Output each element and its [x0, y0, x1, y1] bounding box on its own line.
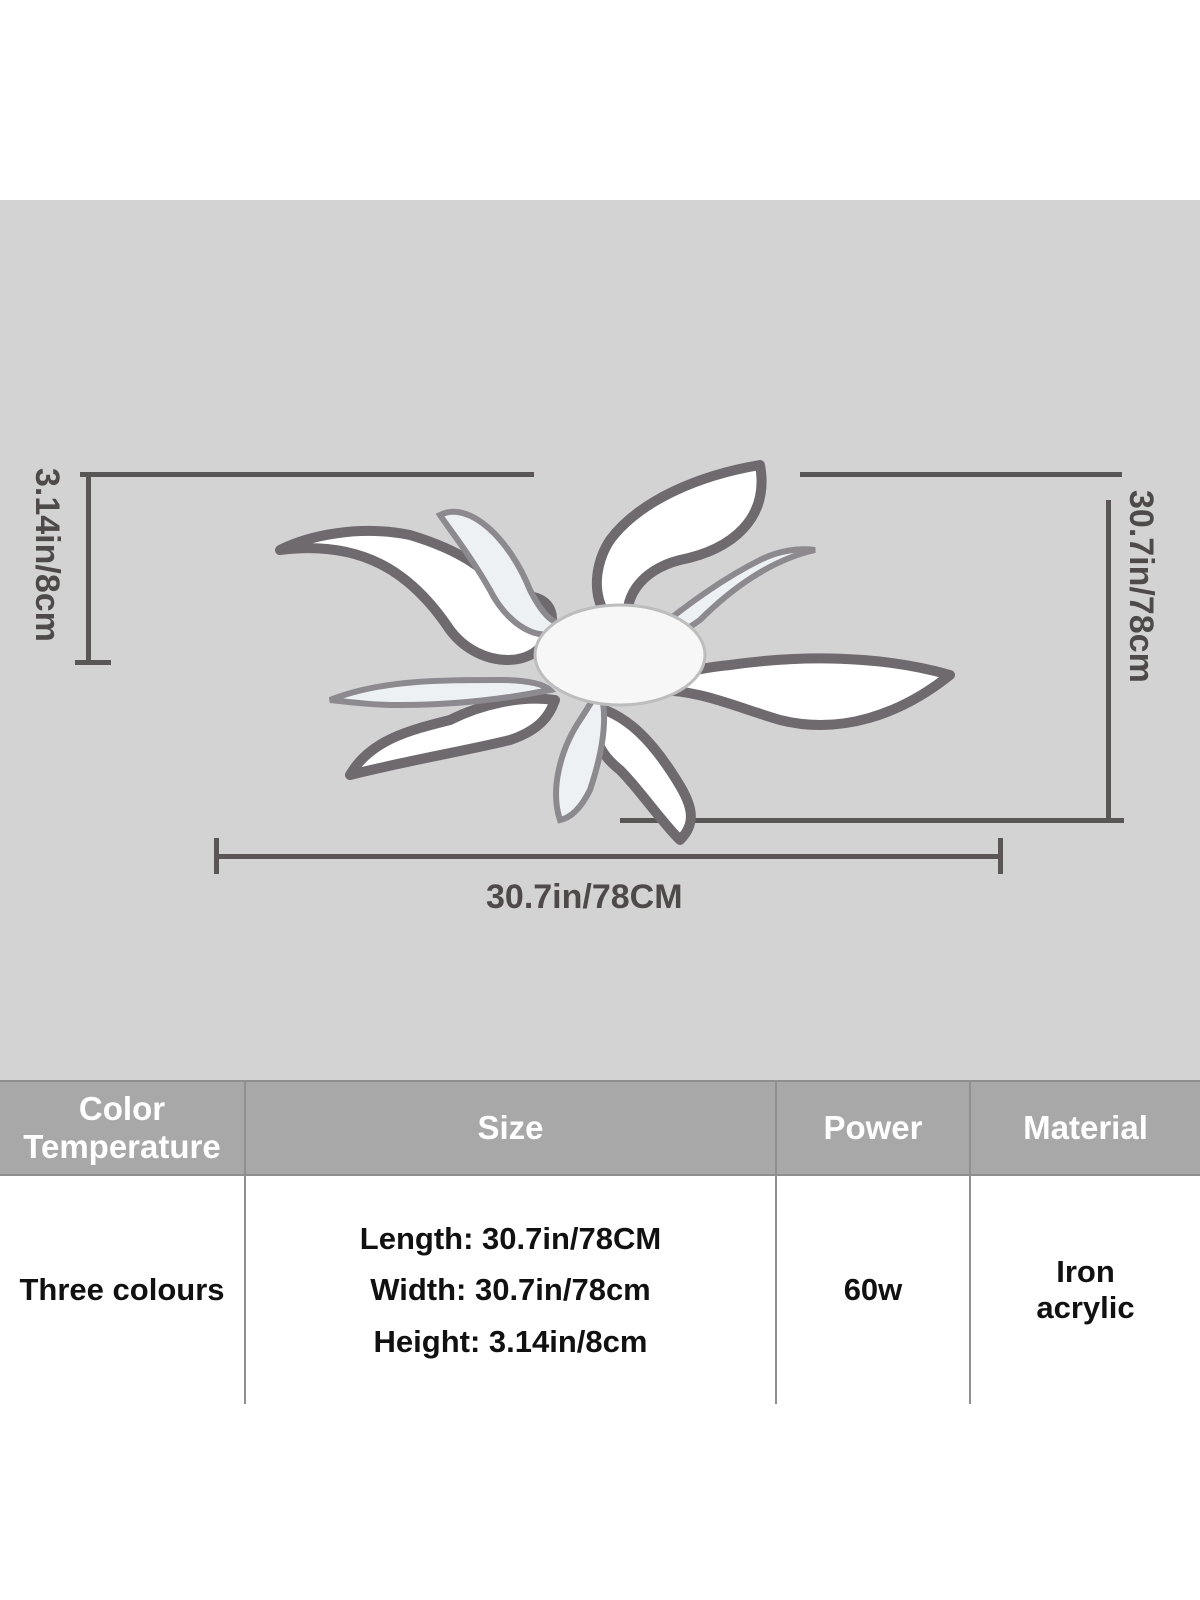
table-header-row: Color Temperature Size Power Material [0, 1080, 1200, 1176]
cell-color-temperature: Three colours [0, 1175, 246, 1404]
lamp-canopy [533, 603, 707, 707]
size-height: Height: 3.14in/8cm [373, 1323, 648, 1359]
material-iron: Iron [1056, 1254, 1115, 1290]
width-dimension-label: 30.7in/78cm [1122, 490, 1160, 683]
header-power: Power [776, 1080, 971, 1176]
height-dimension-bottom-tick [75, 660, 111, 665]
ceiling-lamp-illustration [275, 460, 955, 845]
lamp-petal [275, 526, 557, 665]
cell-size: Length: 30.7in/78CM Width: 30.7in/78cm H… [245, 1175, 777, 1404]
lamp-crystal-petal [553, 684, 608, 824]
length-dimension-line [216, 854, 1002, 859]
width-dimension-top-line [800, 472, 1122, 477]
height-dimension-label: 3.14in/8cm [28, 468, 66, 642]
length-dimension-label: 30.7in/78CM [486, 878, 683, 916]
material-acrylic: acrylic [1036, 1290, 1135, 1325]
lamp-crystal-petal [328, 676, 557, 709]
lamp-petal [591, 705, 696, 845]
header-color-temperature: Color Temperature [0, 1080, 246, 1176]
specification-table: Color Temperature Size Power Material Th… [0, 1080, 1200, 1404]
height-dimension-vertical-line [86, 474, 91, 664]
size-width: Width: 30.7in/78cm [370, 1272, 651, 1308]
cell-material: Iron acrylic [970, 1175, 1200, 1404]
length-dimension-right-tick [998, 838, 1003, 874]
width-dimension-bottom-line [620, 818, 1124, 823]
header-material: Material [970, 1080, 1200, 1176]
size-length: Length: 30.7in/78CM [359, 1220, 662, 1256]
length-dimension-left-tick [214, 838, 219, 874]
header-size: Size [245, 1080, 777, 1176]
table-row: Three colours Length: 30.7in/78CM Width:… [0, 1175, 1200, 1404]
height-dimension-top-line [80, 472, 534, 477]
width-dimension-vertical-line [1106, 500, 1111, 822]
cell-power: 60w [776, 1175, 971, 1404]
lamp-petal [345, 693, 560, 780]
